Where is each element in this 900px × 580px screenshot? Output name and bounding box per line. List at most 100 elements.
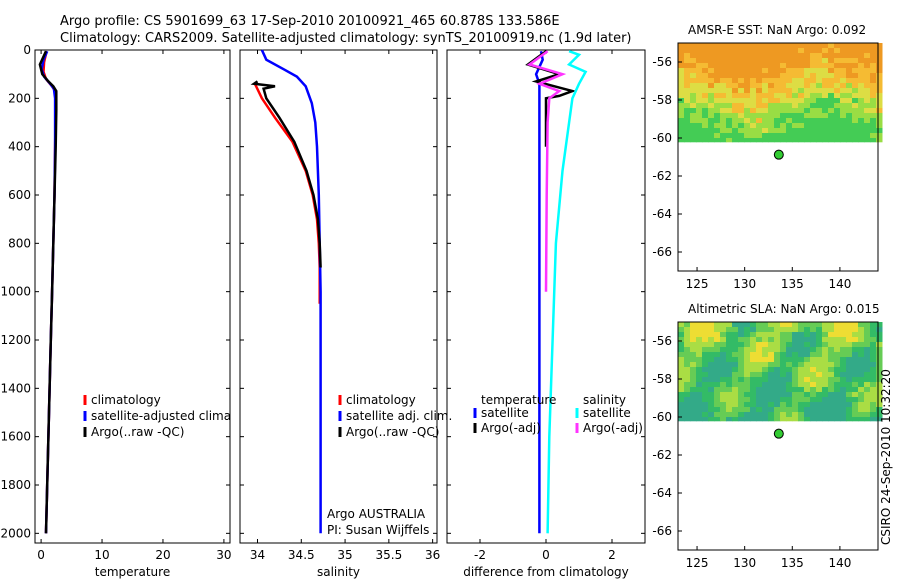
- heatmap-cell: [720, 407, 727, 413]
- heatmap-cell: [846, 352, 853, 358]
- heatmap-cell: [786, 357, 793, 363]
- heatmap-cell: [876, 362, 883, 368]
- heatmap-cell: [738, 392, 745, 398]
- heatmap-cell: [792, 68, 799, 74]
- heatmap-cell: [696, 417, 703, 422]
- heatmap-cell: [798, 103, 805, 109]
- heatmap-cell: [684, 367, 691, 373]
- heatmap-cell: [744, 48, 751, 54]
- heatmap-cell: [708, 372, 715, 378]
- heatmap-cell: [762, 417, 769, 422]
- heatmap-cell: [678, 407, 685, 413]
- heatmap-cell: [738, 133, 745, 139]
- heatmap-cell: [762, 347, 769, 353]
- heatmap-cell: [696, 128, 703, 134]
- heatmap-cell: [780, 48, 787, 54]
- heatmap-cell: [702, 43, 709, 49]
- heatmap-cell: [678, 58, 685, 64]
- heatmap-cell: [768, 397, 775, 403]
- heatmap-cell: [756, 58, 763, 64]
- heatmap-cell: [714, 58, 721, 64]
- heatmap-cell: [846, 407, 853, 413]
- heatmap-cell: [684, 347, 691, 353]
- heatmap-cell: [828, 98, 835, 104]
- heatmap-cell: [780, 58, 787, 64]
- heatmap-cell: [804, 68, 811, 74]
- heatmap-cell: [678, 48, 685, 54]
- heatmap-cell: [840, 337, 847, 343]
- heatmap-cell: [678, 377, 685, 383]
- heatmap-cell: [798, 118, 805, 124]
- heatmap-cell: [714, 402, 721, 408]
- heatmap-cell: [750, 382, 757, 388]
- heatmap-cell: [876, 342, 883, 348]
- heatmap-cell: [720, 83, 727, 89]
- heatmap-cell: [828, 63, 835, 69]
- heatmap-cell: [690, 43, 697, 49]
- heatmap-cell: [684, 322, 691, 328]
- heatmap-cell: [714, 387, 721, 393]
- heatmap-cell: [714, 98, 721, 104]
- heatmap-cell: [780, 352, 787, 358]
- heatmap-cell: [798, 322, 805, 328]
- heatmap-cell: [696, 113, 703, 119]
- heatmap-cell: [768, 63, 775, 69]
- x-tick-label: -2: [474, 548, 486, 562]
- heatmap-cell: [768, 332, 775, 338]
- heatmap-cell: [714, 367, 721, 373]
- heatmap-cell: [846, 123, 853, 129]
- heatmap-cell: [864, 108, 871, 114]
- heatmap-cell: [714, 362, 721, 368]
- heatmap-cell: [774, 372, 781, 378]
- heatmap-cell: [714, 118, 721, 124]
- heatmap-cell: [828, 118, 835, 124]
- heatmap-cell: [720, 357, 727, 363]
- heatmap-cell: [810, 332, 817, 338]
- heatmap-cell: [822, 397, 829, 403]
- heatmap-cell: [804, 392, 811, 398]
- heatmap-cell: [762, 412, 769, 418]
- heatmap-cell: [822, 63, 829, 69]
- heatmap-cell: [726, 412, 733, 418]
- heatmap-cell: [852, 377, 859, 383]
- heatmap-cell: [708, 402, 715, 408]
- heatmap-cell: [834, 387, 841, 393]
- heatmap-cell: [702, 138, 709, 143]
- heatmap-cell: [870, 367, 877, 373]
- heatmap-cell: [690, 73, 697, 79]
- heatmap-cell: [864, 397, 871, 403]
- heatmap-cell: [864, 68, 871, 74]
- heatmap-cell: [726, 327, 733, 333]
- heatmap-cell: [696, 48, 703, 54]
- heatmap-cell: [816, 58, 823, 64]
- heatmap-cell: [792, 392, 799, 398]
- heatmap-cell: [780, 412, 787, 418]
- heatmap-cell: [744, 372, 751, 378]
- heatmap-cell: [840, 357, 847, 363]
- heatmap-cell: [744, 138, 751, 143]
- heatmap-cell: [750, 322, 757, 328]
- heatmap-cell: [684, 78, 691, 84]
- heatmap-cell: [840, 118, 847, 124]
- heatmap-cell: [732, 93, 739, 99]
- heatmap-cell: [708, 347, 715, 353]
- heatmap-cell: [750, 133, 757, 139]
- heatmap-cell: [792, 58, 799, 64]
- heatmap-cell: [774, 407, 781, 413]
- plot-frame: [239, 49, 438, 544]
- heatmap-cell: [720, 133, 727, 139]
- x-tick-label: 130: [733, 277, 756, 291]
- heatmap-cell: [708, 392, 715, 398]
- heatmap-cell: [834, 48, 841, 54]
- heatmap-cell: [768, 387, 775, 393]
- series-line: [38, 50, 58, 534]
- heatmap-cell: [810, 113, 817, 119]
- heatmap-cell: [864, 357, 871, 363]
- heatmap-cell: [804, 387, 811, 393]
- heatmap-cell: [804, 138, 811, 143]
- heatmap-cell: [690, 397, 697, 403]
- heatmap-cell: [720, 362, 727, 368]
- float-position-marker: [773, 149, 784, 160]
- heatmap-cell: [720, 397, 727, 403]
- heatmap-cell: [816, 98, 823, 104]
